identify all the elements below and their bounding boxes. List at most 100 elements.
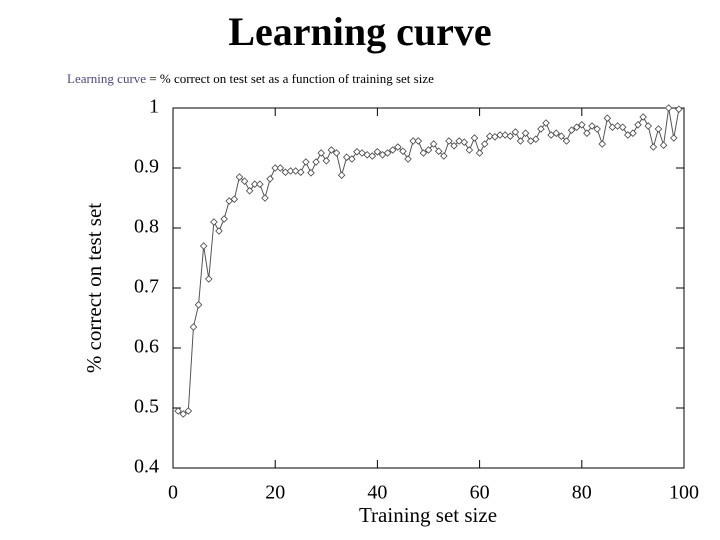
- data-marker: [261, 194, 269, 202]
- data-marker: [450, 142, 458, 150]
- data-marker: [486, 132, 494, 140]
- data-marker: [475, 149, 484, 157]
- data-marker: [394, 143, 402, 151]
- data-marker: [291, 167, 300, 175]
- data-marker: [276, 164, 285, 172]
- x-tick-label: 20: [265, 482, 285, 504]
- subtitle-rest: = % correct on test set as a function of…: [149, 71, 434, 86]
- data-marker: [271, 164, 279, 172]
- data-marker: [506, 132, 515, 140]
- data-marker: [470, 134, 479, 142]
- data-marker: [184, 407, 193, 415]
- data-marker: [266, 175, 274, 183]
- data-marker: [532, 135, 540, 143]
- x-tick-label: 80: [572, 482, 592, 504]
- data-marker: [230, 195, 239, 203]
- data-marker: [537, 125, 545, 133]
- y-tick-label: 0.6: [134, 336, 159, 358]
- data-marker: [613, 122, 622, 130]
- data-marker: [205, 275, 213, 283]
- data-marker: [629, 129, 637, 137]
- data-marker: [419, 149, 428, 157]
- data-marker: [480, 140, 489, 148]
- data-marker: [235, 173, 244, 181]
- y-tick-label: 0.4: [134, 456, 159, 478]
- data-marker: [521, 129, 530, 137]
- data-marker: [572, 123, 581, 131]
- data-marker: [567, 126, 576, 134]
- data-marker: [312, 158, 320, 166]
- data-marker: [189, 323, 198, 331]
- y-tick-label: 0.8: [134, 216, 159, 238]
- data-marker: [542, 119, 550, 127]
- data-marker: [317, 149, 325, 157]
- data-marker: [337, 171, 346, 179]
- data-marker: [598, 140, 607, 148]
- x-axis-label: Training set size: [359, 503, 497, 527]
- data-marker: [383, 149, 392, 157]
- plot-frame: [172, 107, 685, 469]
- data-marker: [434, 147, 443, 155]
- data-marker: [593, 125, 601, 133]
- data-marker: [654, 125, 663, 133]
- data-marker: [649, 143, 658, 151]
- data-marker: [358, 149, 366, 157]
- data-marker: [603, 114, 612, 122]
- data-marker: [302, 158, 310, 166]
- subtitle-term: Learning curve: [67, 71, 146, 86]
- y-tick-label: 0.7: [134, 276, 159, 298]
- data-marker: [256, 180, 264, 188]
- data-marker: [245, 187, 254, 195]
- data-marker: [455, 137, 463, 145]
- data-marker: [363, 151, 371, 159]
- data-marker: [286, 167, 295, 175]
- y-tick-label: 0.5: [134, 396, 159, 418]
- data-marker: [445, 137, 453, 145]
- data-marker: [664, 104, 673, 112]
- data-marker: [296, 168, 305, 176]
- data-marker: [179, 410, 187, 418]
- data-marker: [332, 149, 341, 157]
- data-marker: [174, 407, 182, 415]
- data-marker: [578, 121, 586, 129]
- data-marker: [465, 146, 474, 154]
- data-marker: [588, 122, 596, 130]
- data-marker: [240, 177, 249, 185]
- data-marker: [368, 152, 377, 160]
- data-marker: [496, 131, 504, 139]
- data-marker: [348, 155, 356, 163]
- data-marker: [618, 123, 627, 131]
- data-marker: [583, 129, 591, 137]
- data-marker: [307, 169, 315, 177]
- data-marker: [424, 146, 433, 154]
- data-marker: [659, 141, 668, 149]
- data-marker: [644, 122, 652, 130]
- data-marker: [511, 128, 520, 136]
- data-marker: [501, 131, 509, 139]
- data-marker: [327, 146, 336, 154]
- data-marker: [199, 242, 208, 250]
- data-marker: [516, 137, 525, 145]
- data-marker: [404, 155, 412, 163]
- data-marker: [440, 152, 448, 160]
- data-marker: [194, 301, 203, 309]
- data-marker: [562, 137, 571, 145]
- data-marker: [342, 153, 351, 161]
- data-marker: [552, 129, 561, 137]
- data-marker: [373, 148, 382, 156]
- data-marker: [250, 180, 259, 188]
- y-tick-label: 0.9: [134, 156, 159, 178]
- y-tick-label: 1: [149, 96, 159, 118]
- data-marker: [429, 140, 438, 148]
- data-marker: [634, 121, 642, 129]
- data-marker: [399, 147, 407, 155]
- data-marker: [557, 132, 566, 140]
- x-tick-label: 60: [470, 482, 490, 504]
- data-marker: [220, 215, 228, 223]
- data-marker: [639, 113, 647, 121]
- subtitle: Learning curve = % correct on test set a…: [67, 71, 434, 86]
- data-line: [177, 107, 680, 415]
- data-marker: [460, 138, 469, 146]
- slide-title: Learning curve: [228, 9, 491, 54]
